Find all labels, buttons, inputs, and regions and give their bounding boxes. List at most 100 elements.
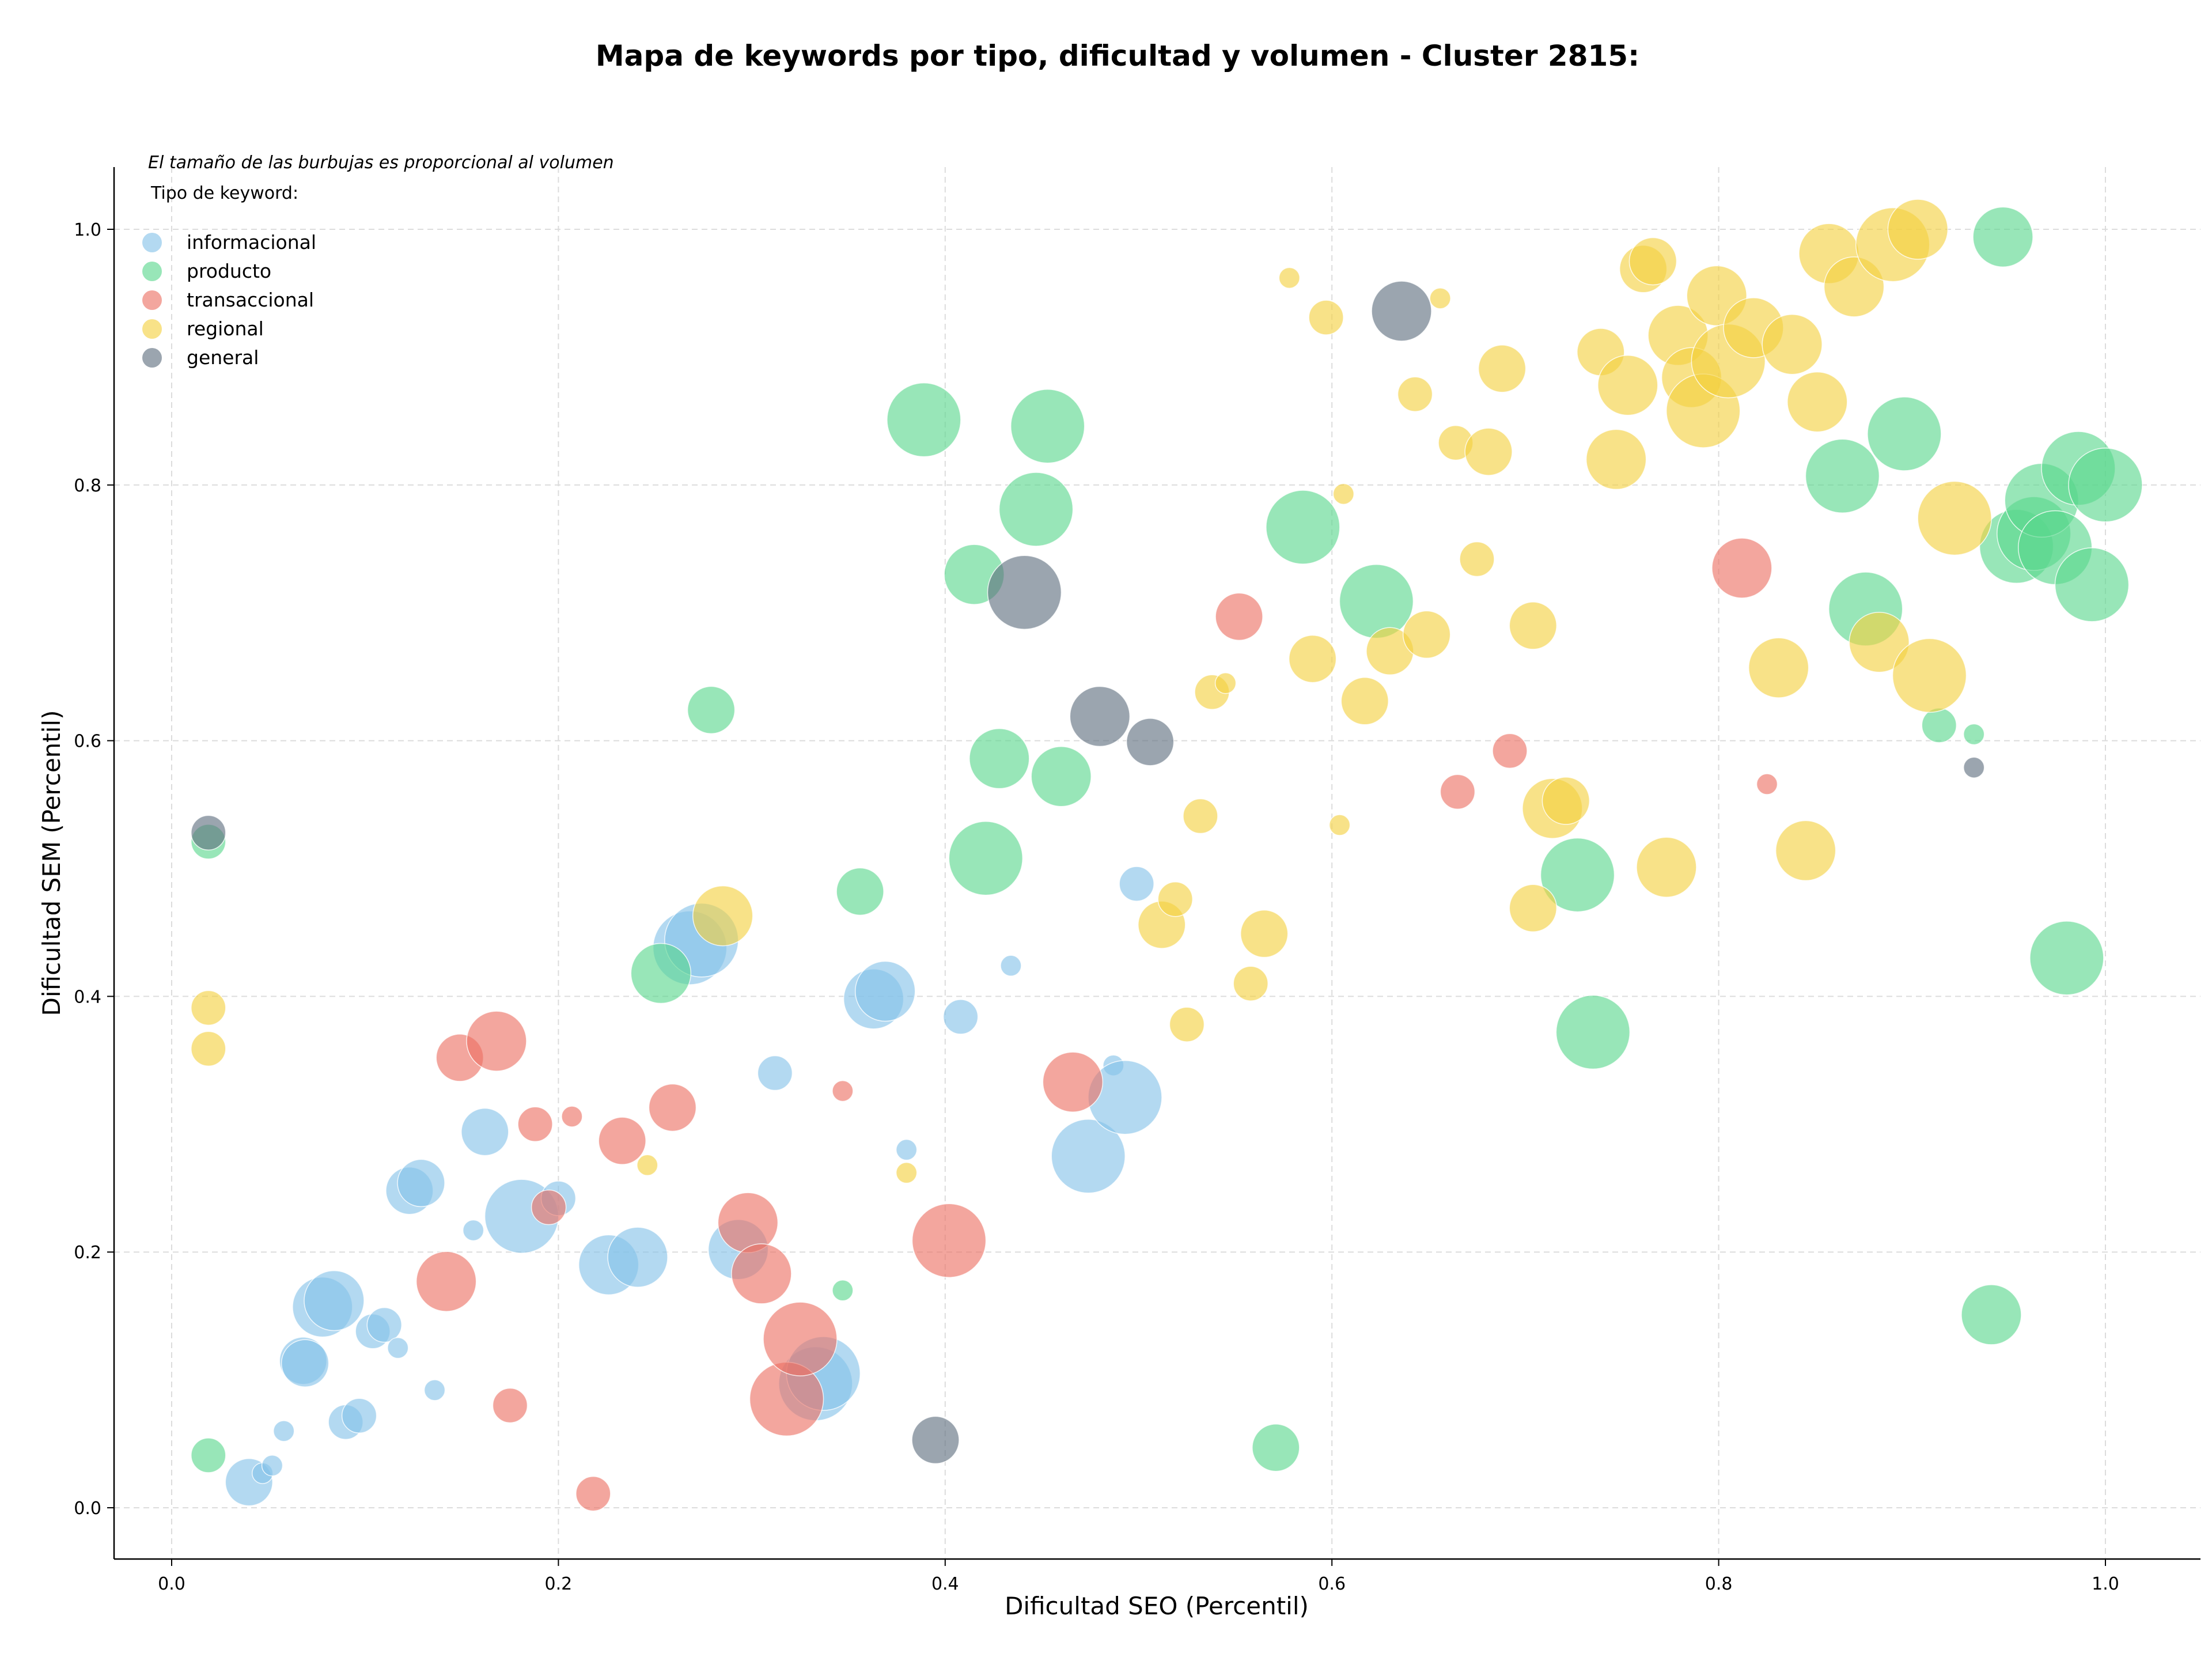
legend: informacional producto transaccional region…	[142, 231, 316, 369]
informacional-bubble	[1051, 1119, 1126, 1194]
regional-bubble	[692, 885, 753, 947]
regional-bubble	[1636, 837, 1697, 898]
y-tick-label: 0.6	[74, 732, 101, 752]
informacional-bubble	[895, 1138, 918, 1161]
regional-bubble	[895, 1161, 918, 1184]
transaccional-bubble	[575, 1475, 611, 1512]
y-tick-label: 1.0	[74, 220, 101, 240]
series-regional	[191, 199, 1992, 1184]
bubble-layer	[191, 199, 2143, 1512]
producto-bubble	[630, 943, 692, 1004]
series-general	[191, 281, 1985, 1465]
legend-item-transaccional: transaccional	[142, 289, 314, 311]
regional-bubble	[1288, 634, 1337, 683]
informacional-bubble	[397, 1159, 445, 1208]
producto-bubble	[2068, 448, 2143, 523]
regional-bubble	[1233, 966, 1268, 1001]
producto-bubble	[1339, 563, 1414, 639]
informacional-bubble	[1119, 866, 1154, 902]
informacional-bubble	[341, 1398, 377, 1433]
legend-label: transaccional	[187, 289, 314, 311]
producto-bubble	[969, 728, 1030, 789]
producto-bubble	[1010, 388, 1085, 464]
legend-marker	[142, 290, 162, 310]
legend-title: Tipo de keyword:	[150, 183, 298, 203]
transaccional-bubble	[1756, 773, 1778, 795]
regional-bubble	[1429, 287, 1451, 309]
informacional-bubble	[423, 1379, 446, 1401]
x-axis-label: Dificultad SEO (Percentil)	[1005, 1592, 1309, 1620]
transaccional-bubble	[598, 1117, 646, 1165]
regional-bubble	[1917, 480, 1992, 556]
transaccional-bubble	[531, 1189, 567, 1225]
y-axis-ticks: 0.0 0.2 0.4 0.6 0.8 1.0	[74, 220, 114, 1519]
regional-bubble	[1402, 610, 1451, 659]
series-informacional	[225, 866, 1162, 1507]
x-tick-label: 0.4	[931, 1574, 959, 1594]
legend-marker	[142, 319, 162, 339]
transaccional-bubble	[832, 1080, 854, 1102]
y-tick-label: 0.0	[74, 1499, 101, 1519]
producto-bubble	[1963, 723, 1985, 746]
legend-label: regional	[187, 317, 264, 340]
transaccional-bubble	[492, 1387, 528, 1424]
general-bubble	[191, 815, 226, 851]
regional-bubble	[1762, 313, 1823, 375]
general-bubble	[1126, 718, 1175, 766]
transaccional-bubble	[561, 1106, 583, 1127]
informacional-bubble	[366, 1307, 403, 1343]
regional-bubble	[1240, 909, 1289, 958]
transaccional-bubble	[466, 1011, 527, 1072]
regional-bubble	[1464, 427, 1513, 476]
transaccional-bubble	[1711, 538, 1772, 599]
regional-bubble	[1849, 611, 1910, 673]
legend-item-informacional: informacional	[142, 231, 316, 253]
transaccional-bubble	[1492, 733, 1528, 769]
regional-bubble	[191, 990, 226, 1026]
size-note: El tamaño de las burbujas es proporciona…	[148, 153, 614, 173]
producto-bubble	[2029, 921, 2104, 996]
regional-bubble	[1308, 300, 1344, 335]
producto-bubble	[1972, 206, 2033, 268]
regional-bubble	[1214, 672, 1237, 694]
legend-item-general: general	[142, 346, 259, 369]
informacional-bubble	[461, 1107, 509, 1156]
producto-bubble	[948, 820, 1024, 896]
regional-bubble	[1509, 601, 1558, 650]
regional-bubble	[1328, 814, 1351, 836]
producto-bubble	[1555, 994, 1631, 1070]
legend-item-regional: regional	[142, 317, 264, 340]
transaccional-bubble	[763, 1301, 838, 1376]
regional-bubble	[637, 1154, 658, 1176]
y-tick-label: 0.8	[74, 476, 101, 496]
transaccional-bubble	[717, 1192, 779, 1253]
transaccional-bubble	[648, 1083, 697, 1132]
regional-bubble	[1509, 884, 1558, 933]
general-bubble	[987, 555, 1062, 630]
x-tick-label: 1.0	[2092, 1574, 2119, 1594]
y-tick-label: 0.2	[74, 1243, 101, 1263]
regional-bubble	[1585, 429, 1647, 490]
y-axis-label: Dificultad SEM (Percentil)	[37, 710, 66, 1016]
x-tick-label: 0.2	[545, 1574, 573, 1594]
transaccional-bubble	[1440, 774, 1476, 810]
informacional-bubble	[1000, 955, 1022, 977]
transaccional-bubble	[415, 1251, 477, 1312]
legend-marker	[142, 348, 162, 368]
series-producto	[191, 206, 2143, 1473]
regional-bubble	[1157, 881, 1194, 917]
producto-bubble	[1867, 396, 1942, 471]
producto-bubble	[836, 867, 884, 916]
informacional-bubble	[607, 1227, 668, 1288]
regional-bubble	[1459, 541, 1495, 577]
general-bubble	[1963, 756, 1985, 778]
transaccional-bubble	[1215, 592, 1263, 641]
producto-bubble	[2054, 547, 2130, 622]
legend-label: producto	[187, 260, 271, 282]
producto-bubble	[191, 1437, 226, 1473]
producto-bubble	[1921, 707, 1957, 743]
regional-bubble	[1628, 237, 1677, 286]
informacional-bubble	[942, 999, 979, 1035]
informacional-bubble	[272, 1420, 295, 1442]
regional-bubble	[1397, 376, 1433, 413]
